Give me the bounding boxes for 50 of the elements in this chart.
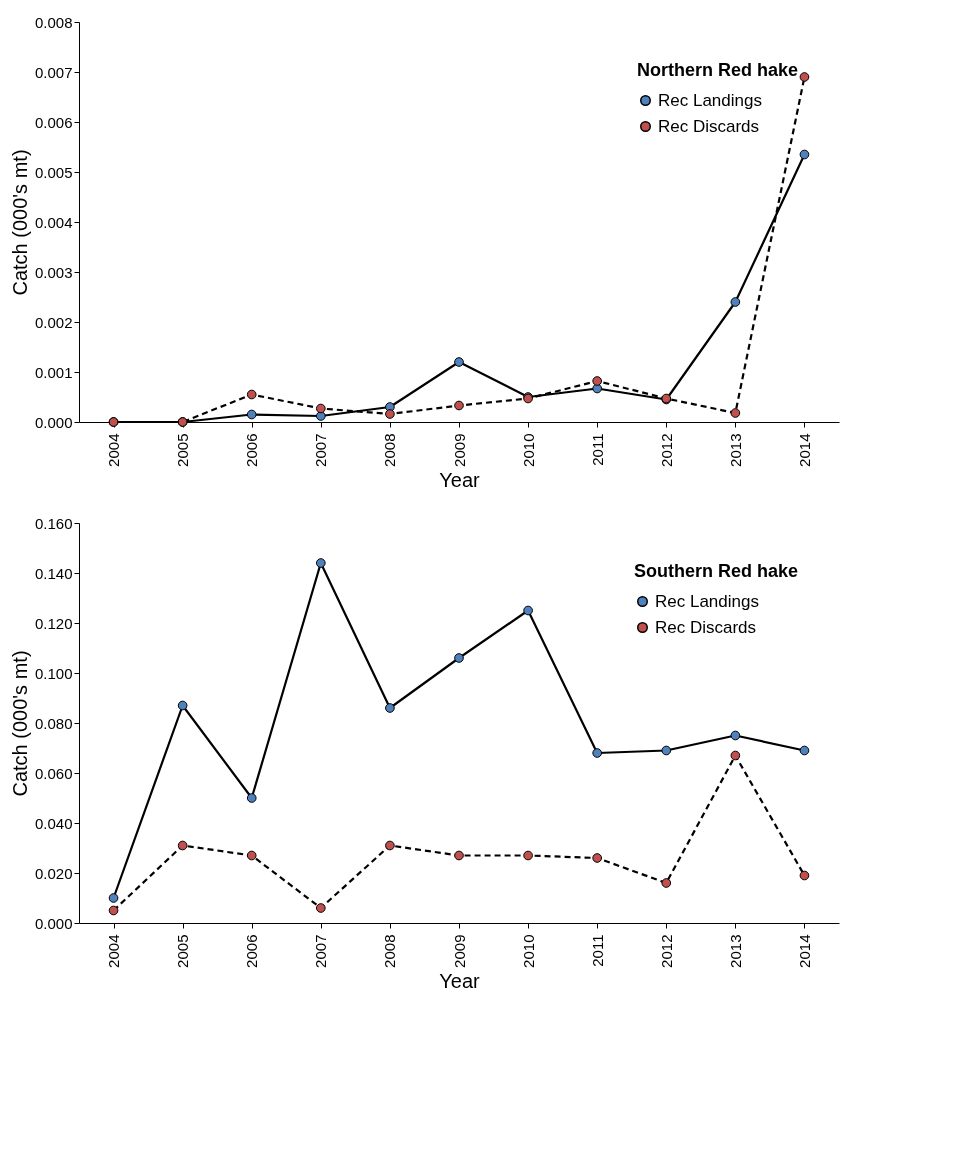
x-tick-label: 2008 (381, 433, 399, 467)
y-tick-label: 0.120 (34, 614, 73, 632)
x-tick-label: 2006 (243, 433, 261, 467)
x-axis-title: Year (439, 969, 481, 992)
legend-label: Rec Landings (658, 90, 762, 110)
y-axis-title: Catch (000's mt) (8, 149, 31, 296)
x-tick-label: 2011 (588, 433, 606, 466)
y-tick-label: 0.002 (34, 313, 73, 331)
y-tick-label: 0.000 (34, 914, 73, 932)
y-tick-label: 0.080 (34, 714, 73, 732)
x-tick-label: 2010 (519, 433, 537, 467)
x-tick-label: 2010 (519, 934, 537, 968)
y-tick-label: 0.040 (34, 814, 73, 832)
y-tick-label: 0.004 (34, 213, 73, 231)
y-axis-title: Catch (000's mt) (8, 650, 31, 797)
y-tick-label: 0.007 (34, 63, 73, 81)
x-tick-label: 2013 (726, 433, 744, 467)
y-tick-label: 0.006 (34, 113, 73, 131)
y-tick-label: 0.005 (34, 163, 73, 181)
y-tick-label: 0.000 (34, 413, 73, 431)
y-tick-label: 0.008 (34, 13, 73, 31)
x-tick-label: 2011 (588, 934, 606, 967)
x-tick-label: 2012 (657, 934, 675, 968)
x-tick-label: 2007 (312, 934, 330, 968)
legend-label: Rec Discards (658, 116, 760, 136)
x-tick-label: 2005 (174, 433, 192, 467)
y-tick-label: 0.160 (34, 514, 73, 532)
x-tick-label: 2014 (795, 433, 813, 467)
legend-title: Southern Red hake (634, 561, 799, 581)
legend-title: Northern Red hake (637, 60, 799, 80)
legend-label: Rec Discards (655, 617, 757, 637)
x-tick-label: 2008 (381, 934, 399, 968)
legend-label: Rec Landings (655, 591, 759, 611)
x-tick-label: 2004 (105, 433, 123, 467)
x-tick-label: 2013 (726, 934, 744, 968)
y-tick-label: 0.001 (34, 363, 73, 381)
y-tick-label: 0.140 (34, 564, 73, 582)
x-tick-label: 2005 (174, 934, 192, 968)
y-tick-label: 0.020 (34, 864, 73, 882)
x-tick-label: 2004 (105, 934, 123, 968)
x-tick-label: 2007 (312, 433, 330, 467)
x-tick-label: 2009 (450, 433, 468, 467)
x-tick-label: 2014 (795, 934, 813, 968)
y-tick-label: 0.100 (34, 664, 73, 682)
x-axis-title: Year (439, 468, 481, 491)
x-tick-label: 2006 (243, 934, 261, 968)
x-tick-label: 2012 (657, 433, 675, 467)
y-tick-label: 0.060 (34, 764, 73, 782)
y-tick-label: 0.003 (34, 263, 73, 281)
x-tick-label: 2009 (450, 934, 468, 968)
